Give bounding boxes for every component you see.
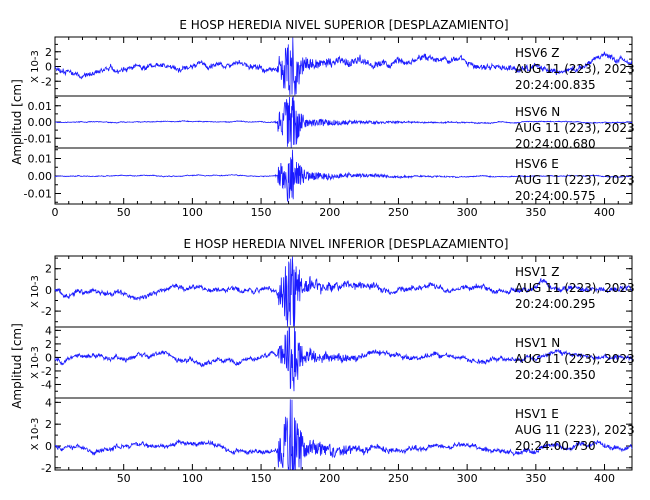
station-label: HSV1 N <box>515 336 560 350</box>
y-tick-label: 4 <box>45 324 52 337</box>
date-label: AUG 11 (223), 2023 <box>515 423 635 437</box>
date-label: AUG 11 (223), 2023 <box>515 352 635 366</box>
date-label: AUG 11 (223), 2023 <box>515 62 635 76</box>
x-tick-label: 300 <box>457 206 478 219</box>
scale-label: X 10-3 <box>30 418 41 451</box>
trace-hsv6-n <box>54 96 633 148</box>
y-tick-label: 2 <box>45 338 52 351</box>
y-tick-label: 2 <box>45 46 52 59</box>
y-tick-label: -0.01 <box>24 188 52 201</box>
chart-title-top: E HOSP HEREDIA NIVEL SUPERIOR [DESPLAZAM… <box>179 18 508 32</box>
y-tick-label: -0.01 <box>24 132 52 145</box>
x-tick-label: 200 <box>319 472 340 485</box>
y-tick-label: 0 <box>45 61 52 74</box>
y-tick-label: -4 <box>41 378 52 391</box>
y-tick-label: 0 <box>45 440 52 453</box>
date-label: AUG 11 (223), 2023 <box>515 121 635 135</box>
y-tick-label: 2 <box>45 418 52 431</box>
y-tick-label: 0 <box>45 351 52 364</box>
y-tick-label: -2 <box>41 75 52 88</box>
x-tick-label: 350 <box>525 206 546 219</box>
x-tick-label: 350 <box>525 472 546 485</box>
station-label: HSV6 E <box>515 157 559 171</box>
trace-hsv1-e <box>54 399 633 470</box>
time-label: 20:24:00.295 <box>515 297 596 311</box>
time-label: 20:24:00.680 <box>515 137 596 151</box>
scale-label: X 10-3 <box>30 50 41 83</box>
y-tick-label: 0 <box>45 284 52 297</box>
x-tick-label: 150 <box>251 472 272 485</box>
scale-label: X 10-3 <box>30 346 41 379</box>
y-tick-label: -2 <box>41 305 52 318</box>
trace-hsv1-n <box>54 327 633 392</box>
x-tick-label: 300 <box>457 472 478 485</box>
x-tick-label: 50 <box>117 472 131 485</box>
trace-hsv6-z <box>54 37 633 96</box>
x-tick-label: 50 <box>117 206 131 219</box>
x-tick-label: 100 <box>182 206 203 219</box>
y-tick-label: -2 <box>41 365 52 378</box>
y-tick-label: 4 <box>45 396 52 409</box>
x-tick-label: 400 <box>594 206 615 219</box>
y-tick-label: 0.00 <box>28 116 53 129</box>
trace-hsv6-e <box>54 149 633 203</box>
x-tick-label: 150 <box>251 206 272 219</box>
station-label: HSV1 E <box>515 407 559 421</box>
y-tick-label: 0.01 <box>28 100 53 113</box>
date-label: AUG 11 (223), 2023 <box>515 173 635 187</box>
time-label: 20:24:00.575 <box>515 189 596 203</box>
station-label: HSV6 N <box>515 105 560 119</box>
time-label: 20:24:00.350 <box>515 368 596 382</box>
y-tick-label: -2 <box>41 462 52 475</box>
y-tick-label: 0.01 <box>28 153 53 166</box>
date-label: AUG 11 (223), 2023 <box>515 281 635 295</box>
y-tick-label: 2 <box>45 263 52 276</box>
x-tick-label: 250 <box>388 206 409 219</box>
station-label: HSV6 Z <box>515 46 560 60</box>
scale-label: X 10-3 <box>30 275 41 308</box>
x-tick-label: 250 <box>388 472 409 485</box>
trace-hsv1-z <box>54 256 632 327</box>
chart-title-bottom: E HOSP HEREDIA NIVEL INFERIOR [DESPLAZAM… <box>183 237 508 251</box>
x-tick-label: 0 <box>52 206 59 219</box>
station-label: HSV1 Z <box>515 265 560 279</box>
y-axis-label-bottom: Amplitud [cm] <box>10 323 24 409</box>
time-label: 20:24:00.730 <box>515 439 596 453</box>
x-tick-label: 100 <box>182 472 203 485</box>
x-tick-label: 400 <box>594 472 615 485</box>
y-tick-label: 0.00 <box>28 170 53 183</box>
time-label: 20:24:00.835 <box>515 78 596 92</box>
x-tick-label: 200 <box>319 206 340 219</box>
y-axis-label-top: Amplitud [cm] <box>10 79 24 165</box>
